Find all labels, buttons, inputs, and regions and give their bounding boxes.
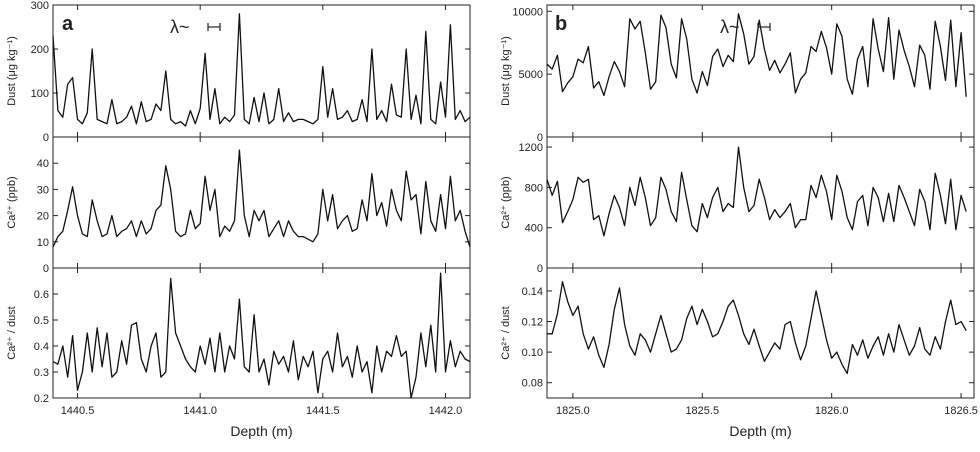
y-tick-label: 0.5: [34, 315, 49, 327]
series-line: [546, 146, 967, 237]
scale-bar: [757, 23, 771, 31]
series-line: [547, 281, 967, 375]
x-tick-label: 1441.5: [306, 405, 340, 417]
y-tick-label: 5000: [519, 69, 543, 81]
subplot-a-2: 0 10 20 30 40 Ca²⁺ (ppb): [6, 136, 471, 275]
x-tick-label: 1440.5: [61, 405, 95, 417]
x-tick-label: 1826.5: [944, 405, 978, 417]
y-tick-label: 200: [31, 44, 49, 56]
y-tick-label: 0.10: [522, 347, 543, 359]
y-tick-label: 0.2: [34, 393, 49, 405]
y-axis-label: Ca²⁺ / dust: [500, 306, 512, 360]
y-tick-label: 400: [525, 223, 543, 235]
series-line: [52, 272, 471, 399]
series-line: [546, 13, 967, 97]
x-tick-label: 1441.0: [183, 405, 217, 417]
wavelength-annotation: λ~: [720, 17, 740, 37]
panel-letter: a: [62, 13, 74, 35]
y-tick-label: 300: [31, 0, 49, 12]
y-tick-label: 0.12: [522, 317, 543, 329]
x-axis-label: Depth (m): [230, 423, 292, 439]
subplot-b-2: 0 400 800 1200 Ca²⁺ (ppb): [500, 136, 975, 275]
y-axis-label: Dust (μg kg⁻¹): [500, 36, 512, 106]
y-tick-label: 40: [37, 158, 49, 170]
panel-a: 0 100 200 300 Dust (μg kg⁻¹) 0 10 20 30 40 Ca²⁺ (p…: [6, 0, 471, 439]
plot-frame: [52, 136, 471, 269]
y-axis-label: Ca²⁺ (ppb): [6, 176, 18, 228]
y-tick-label: 1200: [519, 142, 543, 154]
y-tick-label: 800: [525, 182, 543, 194]
y-tick-label: 10000: [512, 6, 543, 18]
subplot-a-1: 0 100 200 300 Dust (μg kg⁻¹): [6, 0, 471, 144]
y-tick-label: 0: [43, 263, 49, 275]
plot-frame: [546, 136, 975, 269]
series-line: [52, 149, 471, 248]
panel-b: 0 5000 10000 Dust (μg kg⁻¹) 0 400 800 1200 Ca²⁺ …: [500, 4, 978, 439]
y-tick-label: 0.14: [522, 286, 543, 298]
y-tick-label: 0: [537, 263, 543, 275]
y-axis-label: Ca²⁺ (ppb): [500, 176, 512, 228]
x-tick-label: 1826.0: [815, 405, 849, 417]
y-axis-label: Ca²⁺ / dust: [6, 306, 18, 360]
y-tick-label: 20: [37, 211, 49, 223]
y-tick-label: 0: [43, 132, 49, 144]
panel-letter: b: [555, 13, 567, 35]
y-tick-label: 0.3: [34, 367, 49, 379]
wavelength-annotation: λ~: [170, 17, 190, 37]
subplot-a-3: 0.2 0.3 0.4 0.5 0.6 Ca²⁺ / dust: [6, 267, 471, 405]
y-tick-label: 0: [537, 132, 543, 144]
x-tick-label: 1825.5: [685, 405, 719, 417]
plot-frame: [52, 267, 471, 399]
plot-frame: [546, 267, 975, 399]
x-tick-label: 1825.0: [556, 405, 590, 417]
subplot-b-3: 0.08 0.10 0.12 0.14 Ca²⁺ / dust: [500, 267, 975, 399]
y-tick-label: 0.4: [34, 341, 49, 353]
x-tick-label: 1442.0: [429, 405, 463, 417]
scale-bar: [207, 23, 221, 31]
y-tick-label: 10: [37, 237, 49, 249]
y-axis-label: Dust (μg kg⁻¹): [6, 36, 18, 106]
y-tick-label: 0.08: [522, 378, 543, 390]
x-axis-label: Depth (m): [729, 423, 791, 439]
series-line: [52, 13, 471, 127]
y-tick-label: 100: [31, 88, 49, 100]
y-tick-label: 30: [37, 184, 49, 196]
y-tick-label: 0.6: [34, 289, 49, 301]
